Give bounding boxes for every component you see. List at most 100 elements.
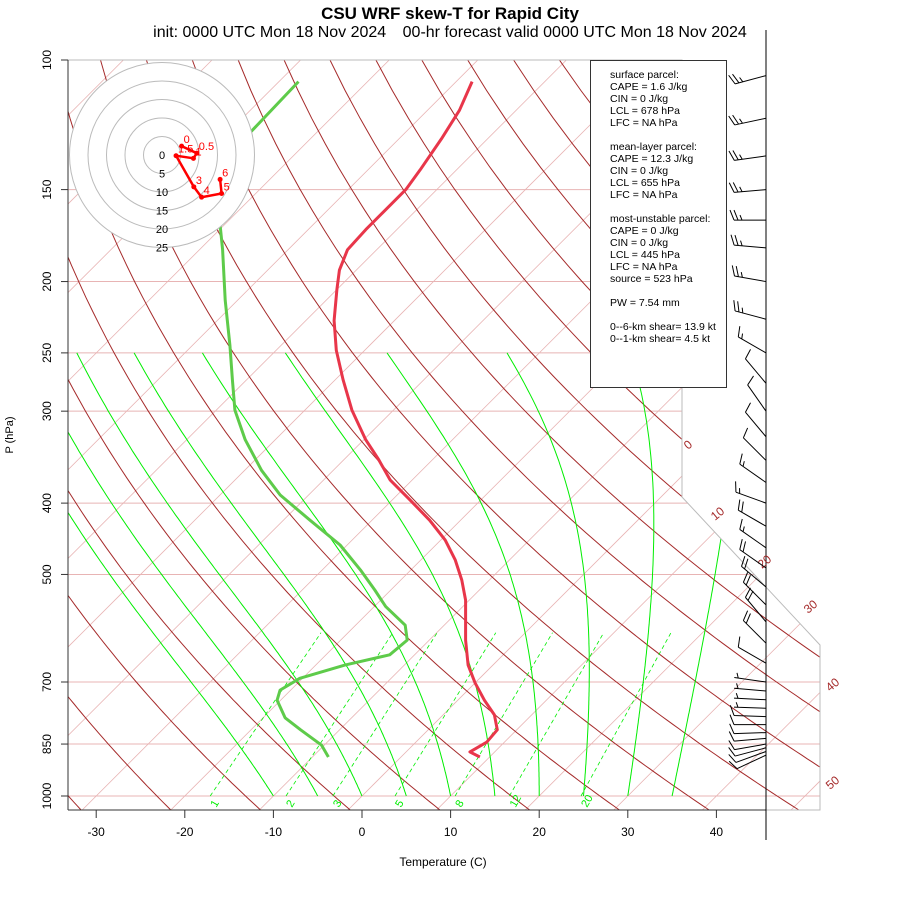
info-line: mean-layer parcel: bbox=[610, 141, 697, 153]
hodograph-ring-label: 0 bbox=[159, 150, 165, 162]
isotherm-line bbox=[68, 60, 390, 810]
wind-barb bbox=[728, 182, 767, 193]
x-tick-label: -30 bbox=[88, 825, 106, 839]
wind-barb bbox=[737, 636, 767, 664]
y-tick-label: 1000 bbox=[40, 782, 54, 809]
isotherm-label: 10 bbox=[708, 504, 727, 524]
hodograph-ring bbox=[69, 62, 255, 248]
hodograph-point bbox=[194, 150, 200, 156]
info-line: LCL = 445 hPa bbox=[610, 249, 680, 261]
dry-adiabat-line bbox=[145, 60, 802, 810]
hodograph-point bbox=[179, 143, 185, 149]
moist-adiabat-line bbox=[76, 352, 363, 797]
x-tick-label: -20 bbox=[176, 825, 194, 839]
moist-adiabat-line bbox=[68, 352, 274, 797]
hodograph-point-label: 5 bbox=[224, 181, 230, 193]
dry-adiabat-line bbox=[68, 60, 173, 810]
mixing-ratio-line bbox=[394, 632, 497, 797]
wind-barb bbox=[739, 539, 767, 569]
mixing-ratio-line bbox=[332, 632, 438, 797]
x-tick-label: 0 bbox=[359, 825, 366, 839]
isotherm-line bbox=[68, 60, 567, 810]
dry-adiabat-line bbox=[237, 60, 820, 810]
isotherm-line bbox=[257, 60, 820, 810]
wind-barb bbox=[742, 610, 767, 644]
wind-barb bbox=[735, 481, 767, 504]
hodograph-background bbox=[69, 62, 255, 248]
axes: -30 -20 -10 0 10 20 30 401001502002503004005007… bbox=[4, 50, 842, 869]
wind-barb bbox=[729, 209, 766, 221]
profiles bbox=[213, 80, 499, 759]
wind-barb bbox=[734, 672, 767, 683]
dry-adiabat-line bbox=[742, 60, 820, 810]
shear-0-1km: 0--1-km shear= 4.5 kt bbox=[610, 333, 711, 345]
hodograph-ring-label: 25 bbox=[156, 243, 168, 255]
hodograph-point-label: 3 bbox=[196, 175, 202, 187]
wind-barb bbox=[737, 499, 767, 527]
y-axis-title: P (hPa) bbox=[4, 416, 16, 453]
isotherm-label: 30 bbox=[801, 597, 820, 617]
mixing-ratio-label: 8 bbox=[453, 798, 466, 809]
dry-adiabat-line bbox=[835, 60, 900, 812]
hodograph-point-label: 6 bbox=[222, 167, 228, 179]
wind-barb bbox=[729, 705, 767, 718]
wind-barb bbox=[741, 556, 767, 588]
info-line: LFC = NA hPa bbox=[610, 189, 678, 201]
info-line: most-unstable parcel: bbox=[610, 213, 711, 225]
hodograph-point-label: 1.5 bbox=[178, 144, 193, 156]
x-tick-label: 40 bbox=[710, 825, 724, 839]
hodograph-ring-label: 15 bbox=[156, 206, 168, 218]
moist-adiabat-line bbox=[506, 352, 590, 797]
y-tick-label: 400 bbox=[40, 493, 54, 513]
hodograph-point bbox=[219, 190, 225, 196]
hodograph-point bbox=[190, 155, 196, 161]
wind-barb bbox=[742, 427, 767, 461]
wind-barb bbox=[744, 349, 767, 384]
wind-barb bbox=[728, 751, 767, 763]
chart-title: CSU WRF skew-T for Rapid City bbox=[321, 4, 579, 23]
dewpoint-line bbox=[213, 80, 409, 758]
y-tick-label: 700 bbox=[40, 672, 54, 692]
info-line: source = 523 hPa bbox=[610, 273, 693, 285]
mixing-ratio-line bbox=[209, 632, 322, 797]
wind-barb bbox=[734, 702, 767, 709]
info-line: LCL = 678 hPa bbox=[610, 105, 680, 117]
dry-adiabat-line bbox=[68, 60, 263, 810]
dry-adiabat-line bbox=[788, 60, 820, 810]
temperature-line bbox=[332, 80, 499, 759]
init-time: init: 0000 UTC Mon 18 Nov 2024 bbox=[153, 24, 387, 41]
hodograph-ring bbox=[87, 80, 237, 230]
dry-adiabat-line bbox=[100, 60, 712, 810]
wind-barb bbox=[739, 453, 767, 483]
wind-barb bbox=[728, 150, 767, 161]
hodograph-ring-label: 20 bbox=[156, 224, 168, 236]
wind-barb bbox=[730, 234, 767, 249]
x-tick-label: -10 bbox=[265, 825, 283, 839]
info-line: CIN = 0 J/kg bbox=[610, 237, 669, 249]
dry-adiabat-line bbox=[191, 60, 820, 810]
info-line: CAPE = 12.3 J/kg bbox=[610, 153, 694, 165]
wind-barb bbox=[731, 265, 767, 283]
info-line: LFC = NA hPa bbox=[610, 261, 678, 273]
hodograph-point-label: 4 bbox=[204, 185, 210, 197]
mixing-ratio-label: 3 bbox=[331, 798, 344, 809]
wind-barb bbox=[728, 740, 767, 751]
dry-adiabat-line bbox=[68, 60, 533, 810]
surface-parcel-block: surface parcel: CAPE = 1.6 J/kg CIN = 0 … bbox=[610, 69, 726, 129]
hodograph-point-label: 0.5 bbox=[199, 141, 214, 153]
x-axis-title: Temperature (C) bbox=[399, 855, 486, 869]
info-line: CIN = 0 J/kg bbox=[610, 165, 669, 177]
wind-barbs bbox=[728, 73, 767, 770]
dry-adiabat-line bbox=[68, 60, 622, 810]
precipitable-water: PW = 7.54 mm bbox=[610, 297, 680, 309]
isotherm-line bbox=[68, 60, 656, 810]
isotherm-line bbox=[523, 60, 820, 810]
dry-adiabat-line bbox=[68, 60, 443, 810]
wind-barb bbox=[734, 683, 767, 692]
mixing-ratio-label: 20 bbox=[579, 793, 596, 810]
valid-time: 00-hr forecast valid 0000 UTC Mon 18 Nov… bbox=[402, 24, 747, 41]
dry-adiabat-line bbox=[329, 60, 820, 810]
hodograph-ring bbox=[124, 117, 200, 193]
mixing-ratio-line bbox=[580, 632, 672, 797]
